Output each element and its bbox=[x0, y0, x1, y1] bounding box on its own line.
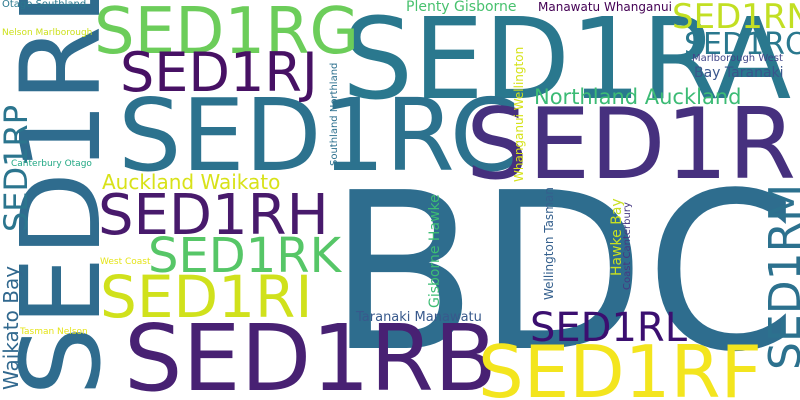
word-gisborne-hawke: Gisborne Hawke bbox=[427, 194, 443, 308]
word-sed1rc: SED1RC bbox=[118, 77, 520, 194]
word-auckland-waikato: Auckland Waikato bbox=[102, 170, 281, 194]
word-taranaki-manawatu: Taranaki Manawatu bbox=[356, 310, 482, 325]
word-sed1rl: SED1RL bbox=[530, 305, 687, 351]
word-sed1rk: SED1RK bbox=[148, 228, 342, 284]
word-sed1rh: SED1RH bbox=[98, 183, 329, 248]
word-sed1ri: SED1RI bbox=[100, 263, 313, 331]
word-otago-southland: Otago Southland bbox=[2, 0, 87, 10]
word-southland-northland: Southland Northland bbox=[329, 62, 340, 166]
word-canterbury-otago: Canterbury Otago bbox=[11, 159, 92, 169]
word-nelson-marlborough: Nelson Marlborough bbox=[2, 28, 93, 38]
word-northland-auckland: Northland Auckland bbox=[534, 85, 742, 109]
word-coast-canterbury: Coast Canterbury bbox=[622, 202, 633, 290]
word-marlborough-west: Marlborough West bbox=[692, 53, 783, 64]
word-manawatu-whanganui: Manawatu Whanganui bbox=[538, 0, 672, 14]
word-whanganui-wellington: Whanganui Wellington bbox=[512, 46, 526, 182]
word-wellington-tasman: Wellington Tasman bbox=[542, 187, 556, 300]
word-tasman-nelson: Tasman Nelson bbox=[20, 327, 88, 337]
word-waikato-bay: Waikato Bay bbox=[0, 265, 23, 390]
word-sed1ro: SED1RO bbox=[684, 27, 800, 62]
word-sed1rj: SED1RJ bbox=[120, 41, 318, 104]
word-bay-taranaki: Bay Taranaki bbox=[694, 65, 784, 81]
word-sed1rg: SED1RG bbox=[94, 0, 360, 69]
word-sed1rn: SED1RN bbox=[672, 0, 800, 37]
word-sed1rm: SED1RM bbox=[760, 183, 800, 370]
word-plenty-gisborne: Plenty Gisborne bbox=[406, 0, 517, 15]
word-sed1rb: SED1RB bbox=[124, 305, 497, 400]
word-sed1rf: SED1RF bbox=[478, 330, 762, 400]
word-sed1ra: SED1RA bbox=[342, 0, 792, 125]
word-bdcq: BDCQ bbox=[328, 147, 800, 400]
word-west-coast: West Coast bbox=[100, 257, 151, 267]
word-sed1re: SED1RE bbox=[466, 88, 800, 202]
